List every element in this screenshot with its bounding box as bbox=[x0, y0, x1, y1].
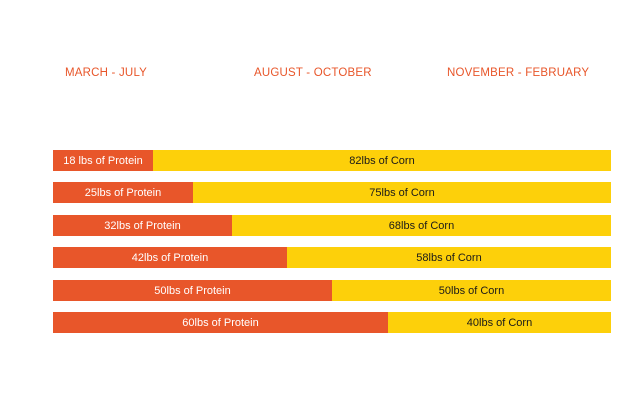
bar-row: 32lbs of Protein 68lbs of Corn bbox=[53, 215, 611, 236]
protein-bar: 50lbs of Protein bbox=[53, 280, 332, 301]
bar-row: 60lbs of Protein 40lbs of Corn bbox=[53, 312, 611, 333]
protein-bar: 42lbs of Protein bbox=[53, 247, 287, 268]
protein-bar: 25lbs of Protein bbox=[53, 182, 193, 203]
season-label-august-october: AUGUST - OCTOBER bbox=[254, 67, 372, 79]
corn-bar: 40lbs of Corn bbox=[388, 312, 611, 333]
bar-row: 42lbs of Protein 58lbs of Corn bbox=[53, 247, 611, 268]
bar-row: 25lbs of Protein 75lbs of Corn bbox=[53, 182, 611, 203]
season-label-november-february: NOVEMBER - FEBRUARY bbox=[447, 67, 590, 79]
corn-bar: 68lbs of Corn bbox=[232, 215, 611, 236]
protein-bar: 18 lbs of Protein bbox=[53, 150, 153, 171]
corn-bar: 82lbs of Corn bbox=[153, 150, 611, 171]
protein-bar: 32lbs of Protein bbox=[53, 215, 232, 236]
corn-bar: 58lbs of Corn bbox=[287, 247, 611, 268]
protein-bar: 60lbs of Protein bbox=[53, 312, 388, 333]
bar-row: 50lbs of Protein 50lbs of Corn bbox=[53, 280, 611, 301]
season-label-march-july: MARCH - JULY bbox=[65, 67, 148, 79]
corn-bar: 75lbs of Corn bbox=[193, 182, 611, 203]
corn-bar: 50lbs of Corn bbox=[332, 280, 611, 301]
bar-row: 18 lbs of Protein 82lbs of Corn bbox=[53, 150, 611, 171]
